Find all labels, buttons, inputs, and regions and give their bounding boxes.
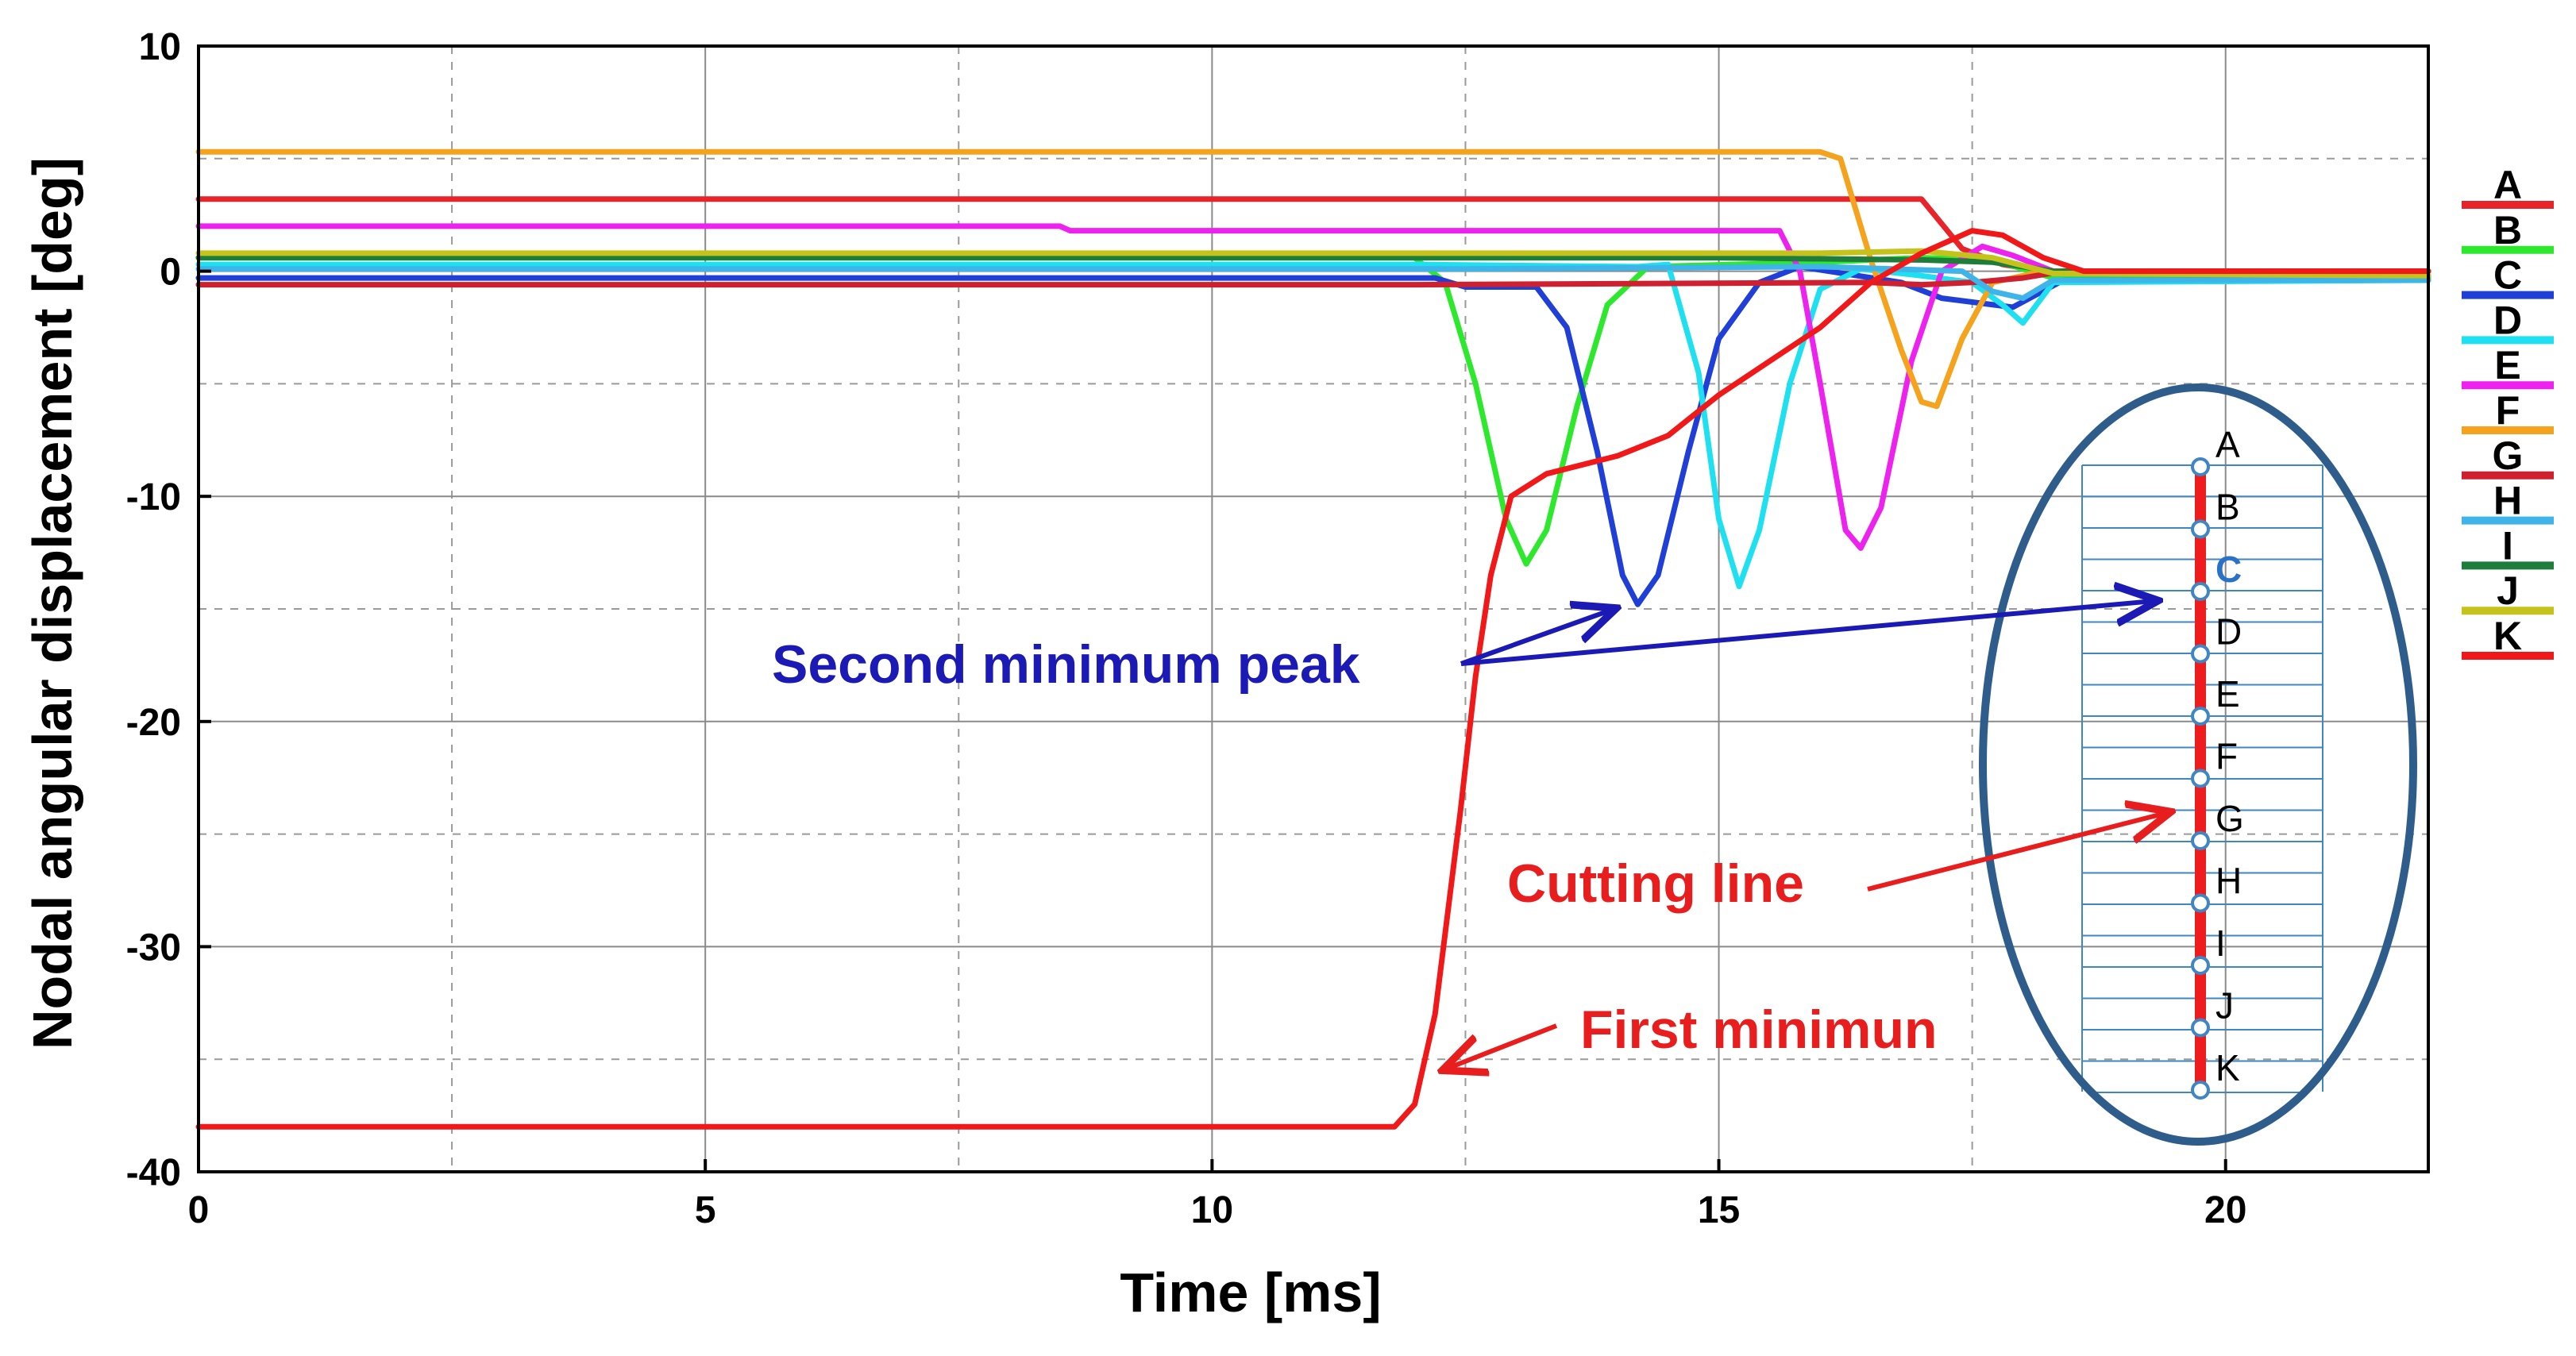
ticks-group: 0 5 10 15 20 10 0 -10 -20 -30 -40 [126,26,2247,1231]
inset-node-label-K: K [2215,1047,2240,1088]
inset-node-D [2191,644,2210,664]
legend-label-G: G [2493,433,2524,478]
annotation-cutting-line: Cutting line [1507,853,1804,914]
plot-grid [199,46,2428,1172]
x-axis-title: Time [ms] [1120,1262,1381,1323]
y-tick-label: -40 [126,1152,181,1194]
inset-node-label-D: D [2215,611,2242,653]
inset-node-K [2191,1081,2210,1100]
series-line-C [195,264,2431,607]
inset-node-A [2191,457,2210,476]
annotations: Second minimum peak Cutting line First m… [772,601,2166,1069]
series-line-K [195,228,2431,1130]
inset-node-label-C: C [2215,549,2242,590]
x-tick-label: 0 [188,1189,210,1231]
inset-node-J [2191,1018,2210,1038]
axes-border [197,44,2430,1173]
x-tick-label: 10 [1191,1189,1233,1231]
inset-node-label-I: I [2215,923,2226,964]
inset-node-E [2191,707,2210,726]
legend-label-I: I [2502,523,2513,568]
y-tick-label: 0 [160,252,181,294]
y-tick-label: -20 [126,702,181,744]
legend-label-K: K [2493,614,2522,658]
series-group [195,148,2431,1130]
legend-label-H: H [2493,479,2522,523]
x-tick-label: 5 [695,1189,716,1231]
inset-node-B [2191,519,2210,539]
x-tick-label: 15 [1698,1189,1740,1231]
inset-node-label-B: B [2215,487,2240,528]
legend-label-C: C [2493,253,2522,298]
x-tick-label: 20 [2204,1189,2246,1231]
axes-frame [197,44,2430,1173]
annotation-first-minimum: First minimun [1580,1000,1938,1060]
inset-node-G [2191,831,2210,850]
arrow-cutting-line [1867,813,2166,892]
arrow-second-peak-to-curve [1460,610,1612,666]
inset-node-F [2191,769,2210,788]
series-line-E [195,223,2431,551]
y-axis-title: Nodal angular displacement [deg] [21,157,83,1050]
inset-node-label-G: G [2215,798,2244,839]
y-tick-label: 10 [139,26,181,68]
series-line-H [195,264,2431,302]
legend-label-F: F [2496,388,2520,433]
y-tick-label: -10 [126,476,181,518]
inset-ellipse [1979,383,2417,1146]
legend-label-J: J [2497,568,2519,613]
inset-node-label-F: F [2215,736,2238,777]
inset-node-label-E: E [2215,673,2240,715]
arrow-second-peak-to-inset [1460,601,2154,666]
y-tick-label: -30 [126,926,181,969]
inset-node-label-J: J [2215,985,2234,1027]
inset-node-label-A: A [2215,424,2240,465]
legend-label-E: E [2494,343,2520,387]
annotation-second-minimum-peak: Second minimum peak [772,634,1360,695]
legend-label-D: D [2493,298,2522,342]
legend-label-A: A [2493,163,2522,207]
inset-node-C [2191,582,2210,601]
legend-label-B: B [2493,208,2522,252]
inset-node-label-H: H [2215,861,2242,902]
inset-node-I [2191,956,2210,975]
inset-node-H [2191,893,2210,913]
arrow-first-minimum [1447,1023,1558,1069]
